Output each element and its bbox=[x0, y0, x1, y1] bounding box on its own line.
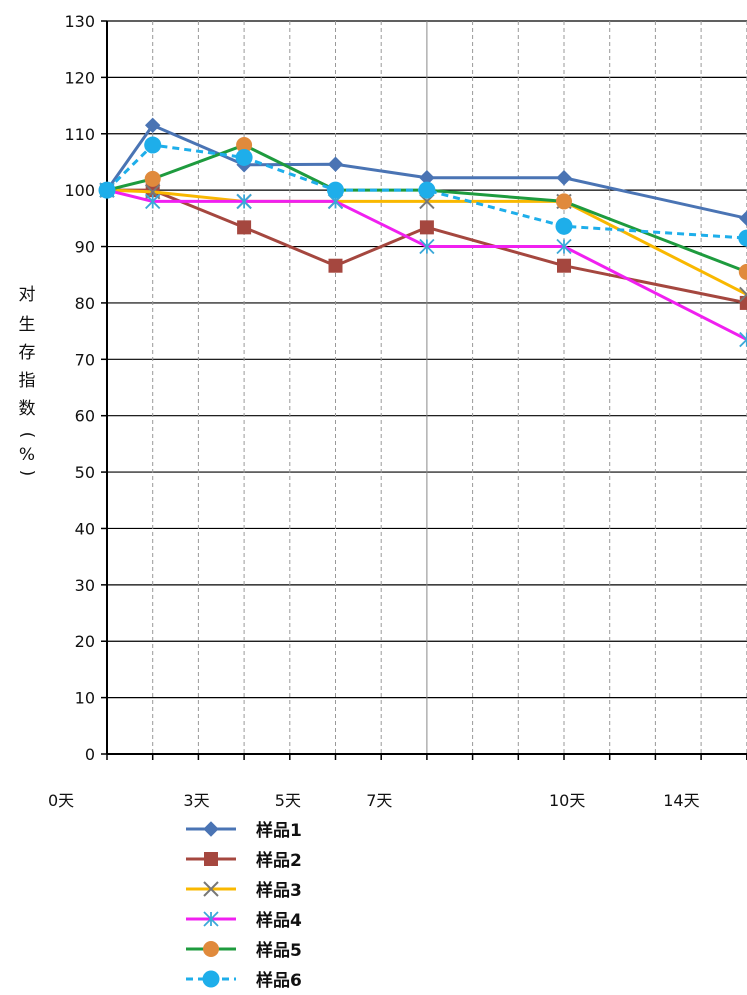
y-tick-label: 90 bbox=[75, 238, 95, 257]
y-tick-label: 20 bbox=[75, 632, 95, 651]
y-tick-label: 40 bbox=[75, 519, 95, 538]
data-point bbox=[145, 193, 161, 210]
data-point bbox=[327, 156, 344, 172]
y-tick-label: 50 bbox=[75, 463, 95, 482]
data-point bbox=[556, 193, 572, 210]
data-point bbox=[98, 181, 116, 199]
y-axis-label-char: 生 bbox=[19, 315, 36, 335]
x-tick-label: 5天 bbox=[275, 791, 301, 810]
data-point bbox=[144, 170, 161, 187]
data-point bbox=[556, 238, 572, 255]
data-point bbox=[738, 229, 747, 247]
legend-label: 样品6 bbox=[256, 970, 302, 991]
y-tick-label: 10 bbox=[75, 689, 95, 708]
series-lines bbox=[98, 117, 747, 348]
data-point bbox=[203, 821, 219, 837]
data-point bbox=[328, 258, 343, 273]
data-point bbox=[557, 258, 571, 273]
data-point bbox=[327, 181, 344, 199]
data-point bbox=[203, 881, 219, 897]
legend-entry: 样品6 bbox=[186, 970, 302, 991]
y-tick-labels: 0 10 20 30 40 50 60 70 80 90 100 110 120 130 bbox=[64, 12, 95, 764]
y-tick-label: 80 bbox=[75, 294, 95, 313]
data-point bbox=[418, 181, 436, 199]
y-axis-label-char: 数 bbox=[19, 399, 36, 419]
data-point bbox=[144, 117, 161, 134]
y-axis-label-char: 存 bbox=[19, 343, 36, 363]
data-point bbox=[555, 217, 573, 235]
legend-entry: 样品1 bbox=[186, 820, 302, 841]
data-point bbox=[739, 295, 747, 310]
y-axis-label-char: ) bbox=[17, 470, 37, 477]
data-point bbox=[419, 238, 435, 255]
legend-entry: 样品5 bbox=[186, 940, 302, 961]
data-point bbox=[144, 136, 162, 154]
data-point bbox=[203, 941, 219, 957]
axes bbox=[101, 20, 747, 760]
data-point bbox=[235, 148, 253, 166]
y-tick-label: 0 bbox=[85, 745, 95, 764]
y-tick-label: 60 bbox=[75, 407, 95, 426]
data-point-stroke bbox=[203, 881, 219, 897]
legend-label: 样品2 bbox=[256, 850, 302, 871]
y-axis-label-char: 指 bbox=[19, 371, 36, 391]
data-point bbox=[739, 210, 747, 227]
y-tick-label: 30 bbox=[75, 576, 95, 595]
x-tick-label: 3天 bbox=[183, 791, 209, 810]
y-axis-label-char: % bbox=[19, 445, 35, 465]
legend-label: 样品1 bbox=[256, 820, 302, 841]
legend: 样品1 样品2 样品3 样品4 样品5 样品6 bbox=[186, 820, 302, 991]
data-point bbox=[202, 970, 220, 988]
y-tick-label: 70 bbox=[75, 350, 95, 369]
grid-lines bbox=[107, 20, 747, 754]
x-tick-label: 10天 bbox=[549, 791, 585, 810]
data-point bbox=[556, 170, 572, 186]
legend-entry: 样品3 bbox=[186, 880, 302, 901]
y-axis-label-char: ( bbox=[17, 432, 37, 439]
data-point bbox=[739, 331, 747, 348]
y-tick-label: 110 bbox=[64, 125, 95, 144]
legend-label: 样品3 bbox=[256, 880, 302, 901]
data-point bbox=[204, 852, 218, 866]
data-point bbox=[738, 263, 747, 280]
data-point bbox=[236, 193, 252, 210]
legend-label: 样品4 bbox=[256, 910, 302, 931]
y-tick-label: 120 bbox=[64, 68, 95, 87]
data-point bbox=[419, 220, 434, 235]
data-point bbox=[237, 220, 252, 235]
legend-entry: 样品2 bbox=[186, 850, 302, 871]
series-6 bbox=[98, 136, 747, 247]
x-tick-label: 0天 bbox=[48, 791, 74, 810]
data-point bbox=[203, 911, 219, 927]
data-point bbox=[236, 137, 253, 154]
y-axis-label-char: 对 bbox=[19, 285, 36, 305]
y-tick-label: 100 bbox=[64, 181, 95, 200]
y-tick-label: 130 bbox=[64, 12, 95, 31]
x-tick-label: 7天 bbox=[366, 791, 392, 810]
legend-label: 样品5 bbox=[256, 940, 302, 961]
x-tick-labels: 0天 3天 5天 7天 10天 14天 bbox=[48, 791, 700, 810]
x-tick-label: 14天 bbox=[663, 791, 699, 810]
legend-entry: 样品4 bbox=[186, 910, 302, 931]
